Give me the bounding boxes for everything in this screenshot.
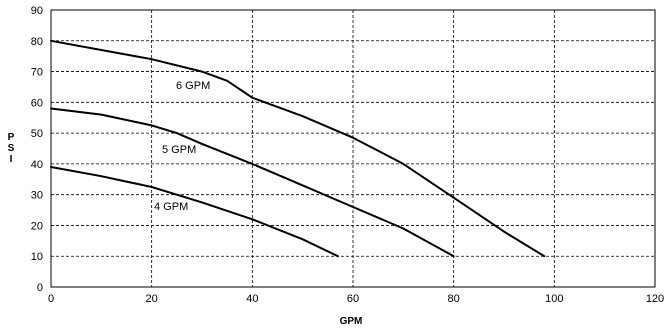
series-line-5-gpm [50, 107, 455, 258]
y-tick-label: 50 [31, 128, 43, 140]
y-axis-ticks: 0 10 20 30 40 50 60 70 80 90 [31, 5, 43, 294]
series-curves [50, 39, 546, 258]
x-axis-ticks: 0 20 40 60 80 100 120 [48, 293, 664, 305]
x-tick-label: 40 [246, 293, 258, 305]
y-tick-label: 90 [31, 5, 43, 17]
series-label: 6 GPM [176, 80, 210, 92]
x-tick-label: 120 [646, 293, 664, 305]
plot-frame [50, 9, 656, 288]
x-axis-label: GPM [340, 316, 363, 327]
y-tick-label: 60 [31, 97, 43, 109]
grid [51, 10, 655, 287]
x-tick-label: 100 [545, 293, 563, 305]
y-tick-label: 40 [31, 159, 43, 171]
y-tick-label: 80 [31, 36, 43, 48]
series-line-6-gpm [50, 39, 546, 258]
y-tick-label: 30 [31, 190, 43, 202]
x-tick-label: 80 [448, 293, 460, 305]
series-line-4-gpm [50, 166, 339, 258]
x-tick-label: 0 [48, 293, 54, 305]
y-tick-label: 0 [37, 282, 43, 294]
series-label: 5 GPM [162, 144, 196, 156]
series-label: 4 GPM [154, 201, 188, 213]
y-tick-label: 70 [31, 67, 43, 79]
y-tick-label: 20 [31, 220, 43, 232]
series-labels: 6 GPM 5 GPM 4 GPM [154, 80, 210, 213]
x-tick-label: 60 [347, 293, 359, 305]
x-tick-label: 20 [146, 293, 158, 305]
y-tick-label: 10 [31, 251, 43, 263]
